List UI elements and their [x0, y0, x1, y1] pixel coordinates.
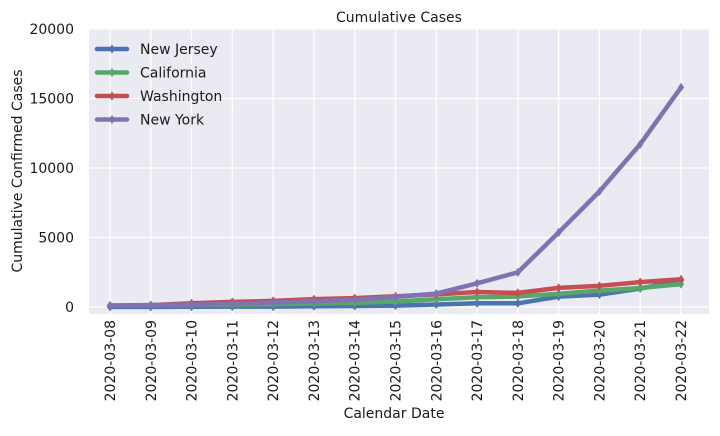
data-point-marker — [351, 295, 358, 305]
legend: New Jersey California Washington New York — [94, 42, 222, 129]
data-point-marker — [677, 82, 685, 92]
x-tick-label: 2020-03-20 — [592, 320, 608, 401]
x-tick-label: 2020-03-22 — [674, 320, 690, 401]
data-point-marker — [229, 299, 236, 309]
y-tick-label: 10000 — [29, 161, 74, 177]
data-point-marker — [637, 277, 644, 287]
data-point-marker — [473, 292, 481, 302]
data-point-marker — [596, 186, 603, 196]
data-point-marker — [473, 278, 481, 288]
x-tick-label: 2020-03-08 — [103, 320, 119, 401]
data-point-marker — [433, 294, 440, 304]
data-point-marker — [677, 274, 685, 284]
y-tick-label: 15000 — [29, 92, 74, 108]
y-tick-labels: 0 5000 10000 15000 20000 — [29, 22, 74, 316]
x-tick-labels: 2020-03-08 2020-03-09 2020-03-10 2020-03-11… — [103, 320, 690, 401]
plot-background — [89, 29, 709, 314]
x-tick-label: 2020-03-14 — [348, 320, 364, 401]
data-point-marker — [269, 297, 277, 307]
x-axis-label: Calendar Date — [344, 406, 445, 422]
data-point-marker — [514, 267, 522, 277]
x-tick-label: 2020-03-13 — [307, 320, 323, 401]
y-tick-label: 20000 — [29, 22, 74, 38]
data-point-marker — [392, 292, 399, 302]
data-point-marker — [555, 227, 562, 237]
x-tick-label: 2020-03-12 — [266, 320, 282, 401]
data-point-marker — [637, 283, 644, 293]
legend-swatch-marker — [108, 91, 116, 101]
x-tick-label: 2020-03-19 — [552, 320, 568, 401]
data-point-marker — [433, 300, 440, 310]
data-point-marker — [188, 300, 195, 310]
x-tick-label: 2020-03-17 — [470, 320, 486, 401]
data-point-marker — [106, 301, 114, 311]
legend-item: New York — [94, 113, 205, 129]
chart-title: Cumulative Cases — [336, 10, 462, 26]
x-tick-label: 2020-03-18 — [511, 320, 527, 401]
data-point-marker — [433, 289, 440, 299]
data-point-marker — [473, 287, 481, 297]
series-new-york — [106, 82, 685, 311]
legend-label: California — [140, 66, 206, 82]
data-point-marker — [310, 296, 318, 306]
legend-item: Washington — [94, 89, 222, 105]
legend-label: New York — [140, 113, 205, 129]
data-point-marker — [392, 297, 399, 307]
x-tick-label: 2020-03-10 — [185, 320, 201, 401]
x-tick-label: 2020-03-15 — [389, 320, 405, 401]
data-point-marker — [514, 288, 522, 298]
data-point-marker — [473, 298, 481, 308]
data-point-marker — [147, 300, 154, 310]
data-point-marker — [555, 289, 562, 299]
grid — [89, 28, 709, 314]
data-point-marker — [514, 298, 522, 308]
x-tick-label: 2020-03-16 — [429, 320, 445, 401]
legend-label: New Jersey — [140, 42, 218, 58]
legend-item: New Jersey — [94, 42, 218, 58]
legend-swatch-marker — [108, 115, 116, 124]
data-point-marker — [596, 281, 603, 291]
x-tick-label: 2020-03-09 — [144, 320, 160, 401]
series-layer — [106, 82, 685, 312]
data-point-marker — [677, 279, 685, 289]
data-point-marker — [637, 139, 644, 149]
y-tick-label: 5000 — [38, 231, 74, 247]
x-tick-label: 2020-03-21 — [633, 320, 649, 401]
y-tick-label: 0 — [65, 300, 74, 316]
legend-swatch-marker — [108, 44, 116, 54]
data-point-marker — [555, 283, 562, 293]
x-tick-label: 2020-03-11 — [225, 320, 241, 401]
legend-item: California — [94, 66, 206, 82]
data-point-marker — [596, 286, 603, 296]
y-axis-label: Cumulative Confirmed Cases — [10, 69, 26, 272]
legend-label: Washington — [140, 89, 222, 105]
legend-swatch-marker — [108, 68, 116, 77]
